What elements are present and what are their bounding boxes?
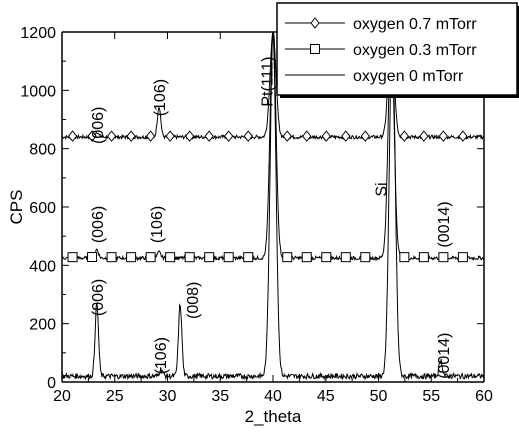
peak-annotation: (0014) — [436, 201, 453, 247]
peak-annotation: (106) — [149, 206, 166, 243]
point-diamond — [341, 130, 351, 142]
y-tick-label: 0 — [47, 375, 56, 392]
x-axis-label: 2_theta — [245, 407, 302, 426]
peak-annotation: (006) — [90, 107, 107, 144]
x-tick-label: 55 — [422, 388, 440, 405]
point-square — [399, 252, 410, 263]
x-tick-label: 30 — [159, 388, 177, 405]
y-tick-label: 200 — [29, 317, 56, 334]
legend-label: oxygen 0 mTorr — [353, 68, 464, 85]
point-diamond — [67, 130, 78, 142]
peak-annotation: Si — [374, 182, 391, 196]
point-square — [126, 252, 137, 263]
peak-annotation: (006) — [90, 279, 107, 316]
point-diamond — [321, 130, 331, 142]
point-square — [223, 252, 234, 263]
point-square — [87, 251, 98, 262]
x-tick-label: 40 — [264, 388, 282, 405]
peak-annotation: (106) — [153, 337, 170, 374]
point-diamond — [145, 130, 156, 142]
x-tick-label: 60 — [475, 388, 493, 405]
point-diamond — [438, 130, 449, 142]
y-axis-label: CPS — [7, 190, 26, 225]
point-square — [184, 252, 195, 263]
point-square — [438, 252, 449, 263]
point-diamond — [204, 130, 214, 142]
x-tick-label: 20 — [53, 388, 71, 405]
point-square — [340, 252, 351, 263]
point-diamond — [360, 130, 370, 142]
point-diamond — [302, 130, 312, 142]
y-tick-label: 1000 — [20, 83, 56, 100]
point-diamond — [126, 130, 136, 142]
annotation-layer: (006) (106) Pt(111) (006) (106) Si (0014) (006)… — [90, 57, 453, 379]
legend-marker-diamond — [310, 17, 320, 29]
y-tick-label: 1200 — [20, 25, 56, 42]
point-diamond — [165, 130, 175, 142]
point-square — [165, 252, 176, 263]
point-square — [301, 252, 312, 263]
point-square — [67, 252, 78, 263]
peak-annotation: (008) — [185, 282, 202, 319]
peak-annotation: (0014) — [436, 333, 453, 379]
series-line-2 — [62, 32, 484, 381]
point-square — [204, 252, 215, 263]
point-square — [282, 252, 293, 263]
legend-marker-square — [310, 44, 320, 54]
point-diamond — [243, 130, 253, 142]
x-tick-label: 35 — [211, 388, 229, 405]
peak-annotation: (006) — [90, 206, 107, 243]
x-tick-label: 45 — [317, 388, 335, 405]
point-square — [145, 252, 156, 263]
point-square — [243, 252, 254, 263]
point-diamond — [282, 130, 292, 142]
y-tick-label: 400 — [29, 258, 56, 275]
point-diamond — [399, 130, 409, 142]
point-diamond — [185, 130, 195, 142]
point-square — [457, 252, 468, 263]
point-square — [321, 252, 332, 263]
x-tick-label: 50 — [370, 388, 388, 405]
marker-layer — [67, 130, 468, 263]
point-square — [106, 252, 117, 263]
point-diamond — [106, 130, 117, 142]
legend: oxygen 0.7 mTorr oxygen 0.3 mTorr oxygen 0… — [276, 2, 519, 98]
peak-annotation: Pt(111) — [260, 57, 277, 107]
peak-annotation: (106) — [152, 79, 169, 116]
point-diamond — [419, 130, 429, 142]
point-diamond — [458, 130, 468, 142]
x-tick-label: 25 — [106, 388, 124, 405]
legend-label: oxygen 0.7 mTorr — [353, 16, 477, 33]
point-diamond — [224, 130, 234, 142]
legend-label: oxygen 0.3 mTorr — [353, 42, 477, 59]
point-square — [360, 252, 371, 263]
point-diamond — [87, 130, 97, 142]
point-square — [418, 252, 429, 263]
y-tick-label: 600 — [29, 200, 56, 217]
y-tick-label: 800 — [29, 142, 56, 159]
